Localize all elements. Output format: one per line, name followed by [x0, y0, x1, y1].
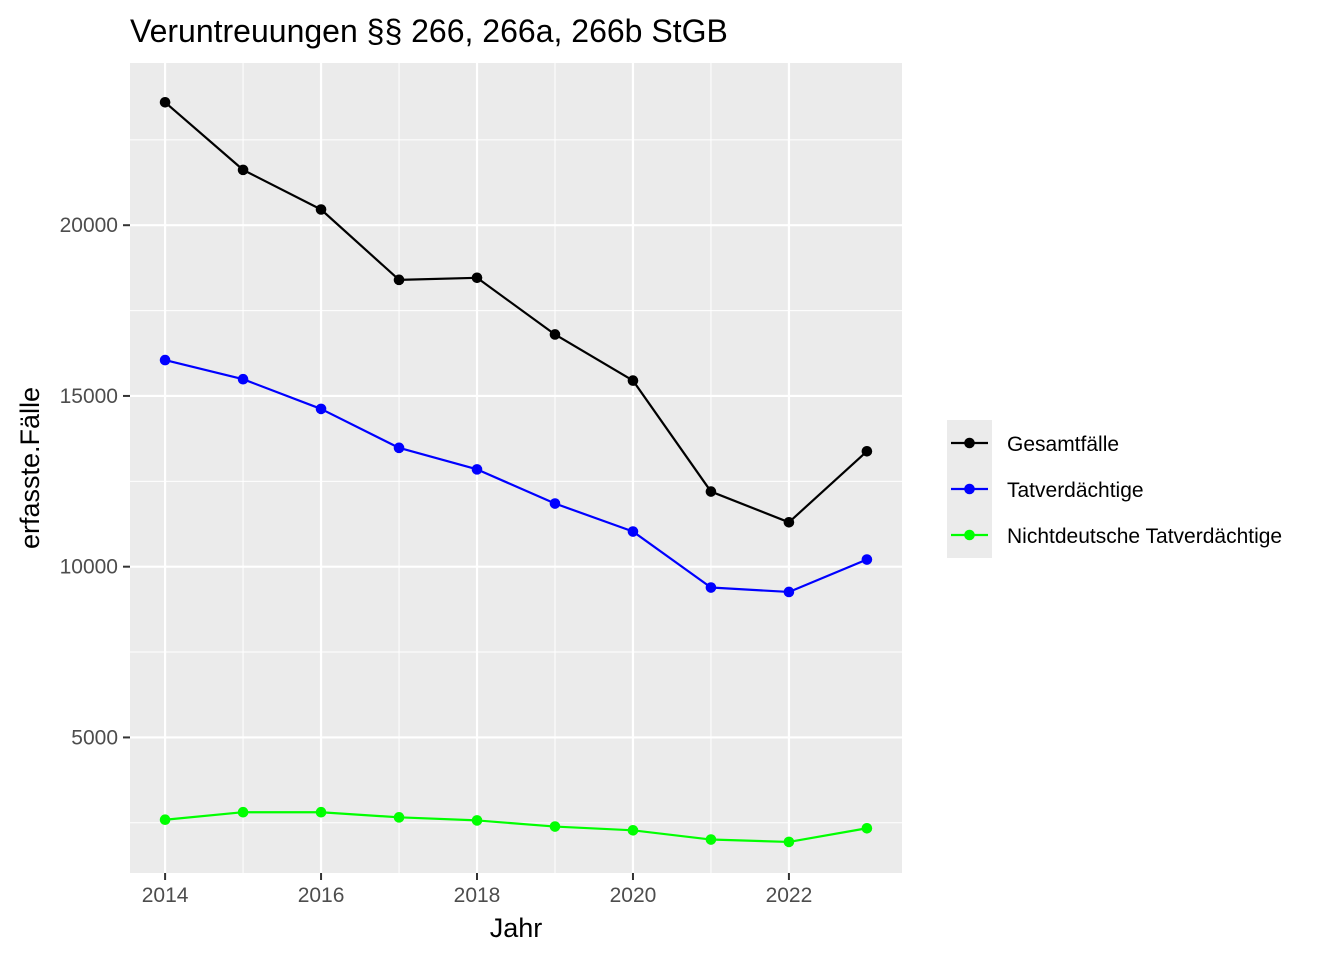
- data-point: [705, 582, 717, 593]
- data-point: [315, 806, 327, 818]
- series-line-2: [164, 811, 868, 844]
- legend-label: Tatverdächtige: [1007, 479, 1144, 502]
- plot-panel: [130, 63, 902, 873]
- series-points: [159, 96, 873, 848]
- x-tick-label: 2018: [454, 884, 501, 907]
- y-tick-label: 20000: [60, 214, 118, 237]
- data-point: [861, 554, 873, 565]
- data-point: [705, 834, 717, 845]
- data-point: [627, 825, 639, 836]
- data-point: [315, 204, 327, 215]
- data-point: [471, 815, 483, 826]
- data-point: [549, 498, 561, 509]
- y-tick-label: 5000: [71, 726, 118, 749]
- x-axis-title: Jahr: [490, 913, 543, 943]
- data-point: [861, 822, 873, 834]
- x-tick-label: 2020: [610, 884, 657, 907]
- data-point: [237, 373, 249, 385]
- chart-title: Veruntreuungen §§ 266, 266a, 266b StGB: [130, 13, 728, 49]
- data-point: [783, 586, 795, 598]
- series-lines: [164, 101, 868, 844]
- data-point: [627, 375, 639, 386]
- data-point: [393, 442, 405, 454]
- y-axis-title: erfasste.Fälle: [15, 387, 45, 549]
- y-axis: 5000 10000 15000 20000: [60, 214, 130, 749]
- data-point: [705, 486, 717, 497]
- y-tick-label: 10000: [60, 556, 118, 579]
- data-point: [393, 812, 405, 823]
- data-point: [315, 403, 327, 415]
- x-tick-label: 2022: [766, 884, 813, 907]
- data-point: [783, 836, 795, 848]
- data-point: [861, 445, 873, 457]
- legend-label: Gesamtfälle: [1007, 433, 1119, 456]
- data-point: [159, 96, 171, 108]
- x-tick-label: 2014: [142, 884, 189, 907]
- data-point: [471, 464, 483, 475]
- data-point: [159, 814, 171, 826]
- legend-label: Nichtdeutsche Tatverdächtige: [1007, 525, 1282, 548]
- series-line-1: [164, 359, 868, 594]
- legend: Gesamtfälle Tatverdächtige Nichtdeutsche T…: [947, 420, 1282, 558]
- legend-key-point: [964, 437, 975, 449]
- x-tick-label: 2016: [298, 884, 345, 907]
- data-point: [237, 806, 249, 818]
- x-axis: 2014 2016 2018 2020 2022: [142, 873, 813, 907]
- series-line-0: [164, 101, 868, 524]
- legend-key-point: [964, 483, 975, 495]
- data-point: [237, 164, 249, 176]
- data-point: [627, 526, 639, 537]
- data-point: [783, 516, 795, 528]
- data-point: [549, 821, 561, 832]
- data-point: [159, 354, 171, 366]
- data-point: [471, 272, 483, 284]
- major-gridlines: [130, 63, 902, 873]
- data-point: [393, 274, 405, 286]
- legend-key-point: [964, 529, 975, 541]
- data-point: [549, 329, 561, 340]
- y-tick-label: 15000: [60, 385, 118, 408]
